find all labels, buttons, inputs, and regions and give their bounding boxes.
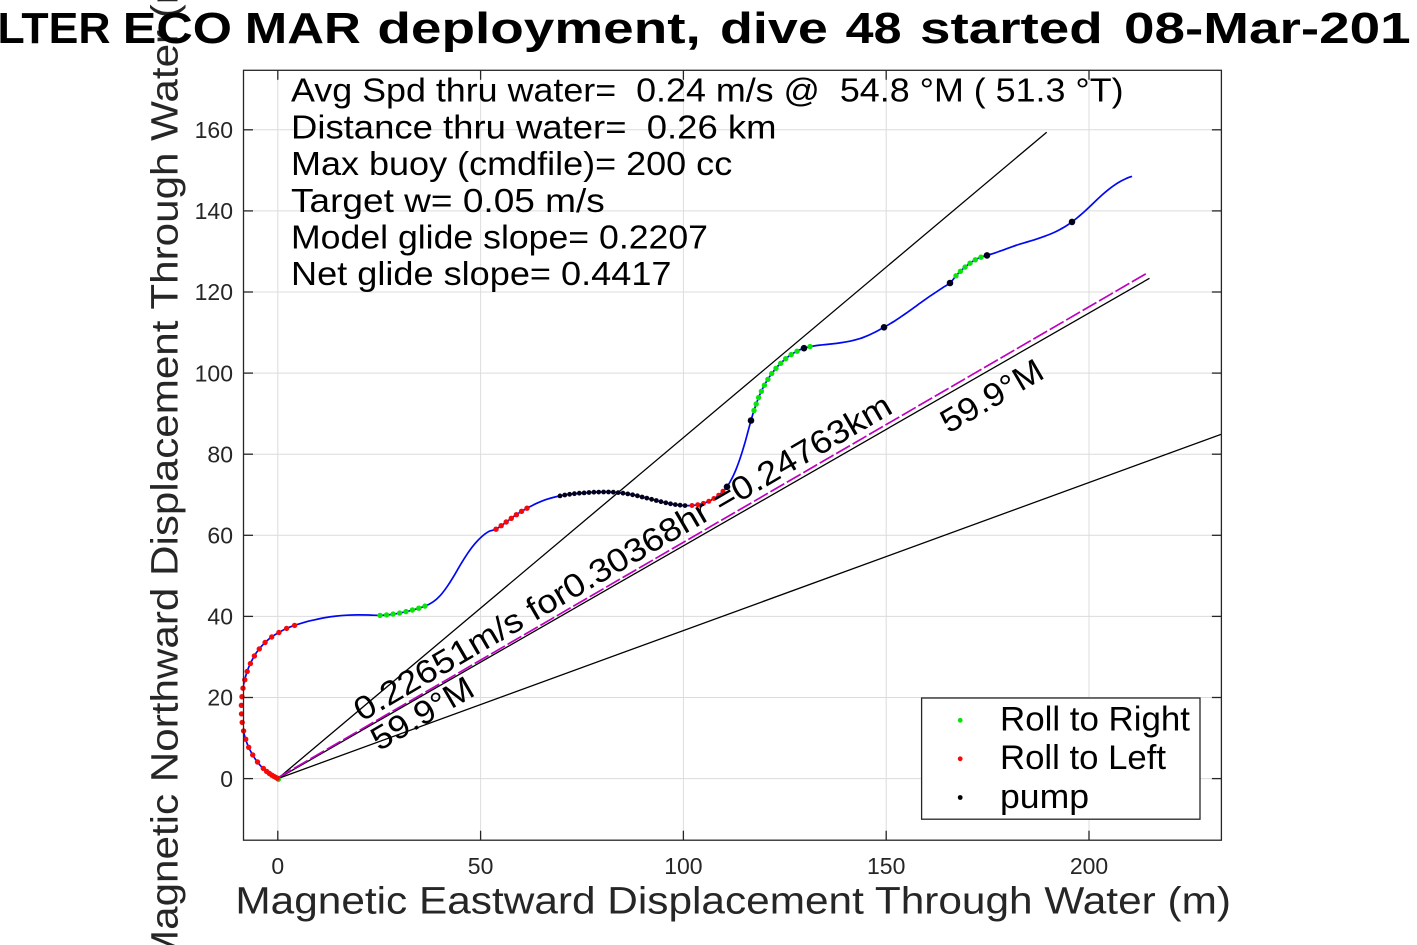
svg-text:20: 20 (207, 685, 233, 711)
svg-text:100: 100 (664, 853, 702, 879)
svg-text:Target w= 0.05 m/s: Target w= 0.05 m/s (291, 182, 605, 219)
svg-text:50: 50 (468, 853, 494, 879)
svg-text:Model glide slope= 0.2207: Model glide slope= 0.2207 (291, 219, 708, 256)
svg-text:dive: dive (720, 4, 828, 53)
svg-text:160: 160 (195, 117, 233, 143)
svg-text:Magnetic Northward Displacemen: Magnetic Northward Displacement Through … (145, 0, 187, 945)
svg-text:Magnetic Eastward Displacement: Magnetic Eastward Displacement Through W… (235, 881, 1231, 923)
svg-text:Net glide slope= 0.4417: Net glide slope= 0.4417 (291, 255, 672, 292)
svg-text:started: started (920, 4, 1103, 53)
svg-text:140: 140 (195, 198, 233, 224)
svg-text:Roll to Left: Roll to Left (1000, 739, 1167, 777)
svg-text:MAR: MAR (245, 4, 361, 53)
svg-text:08-Mar-201: 08-Mar-201 (1124, 4, 1411, 53)
svg-text:ECO: ECO (123, 4, 232, 53)
svg-text:40: 40 (207, 604, 233, 630)
svg-text:deployment,: deployment, (377, 4, 700, 53)
svg-text:pump: pump (1000, 778, 1089, 816)
svg-text:60: 60 (207, 523, 233, 549)
svg-text:Max buoy (cmdfile)= 200 cc: Max buoy (cmdfile)= 200 cc (291, 145, 732, 182)
svg-text:LTER: LTER (0, 4, 111, 53)
svg-text:Avg Spd thru water= 0.24 m/s: Avg Spd thru water= 0.24 m/s @ 54.8 °M (… (291, 72, 1124, 109)
svg-text:0: 0 (220, 766, 233, 792)
svg-text:120: 120 (195, 279, 233, 305)
svg-text:80: 80 (207, 441, 233, 467)
svg-text:48: 48 (846, 4, 902, 53)
svg-text:150: 150 (867, 853, 905, 879)
svg-text:0: 0 (271, 853, 284, 879)
svg-text:200: 200 (1070, 853, 1108, 879)
svg-text:Distance thru water= 0.26 km: Distance thru water= 0.26 km (291, 108, 777, 145)
svg-text:Roll to Right: Roll to Right (1000, 701, 1191, 739)
svg-text:100: 100 (195, 360, 233, 386)
